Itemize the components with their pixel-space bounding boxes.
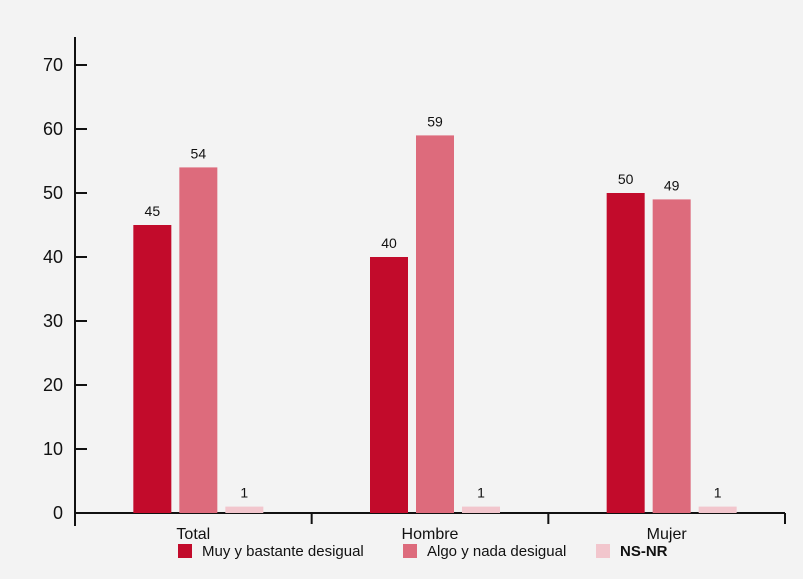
data-label: 1	[477, 485, 485, 501]
legend-item: Muy y bastante desigual	[178, 543, 364, 560]
y-tick-label: 50	[43, 183, 63, 203]
data-label: 59	[427, 113, 443, 129]
bar	[698, 506, 737, 513]
labels-group: 45 54 1 Total 40 59 1 Hombre 50 49 1 Mujer	[145, 113, 722, 543]
y-tick-label: 20	[43, 375, 63, 395]
category-label: Hombre	[402, 526, 459, 543]
y-tick-label: 30	[43, 311, 63, 331]
bar	[606, 193, 645, 513]
data-label: 54	[191, 145, 207, 161]
bar	[225, 506, 264, 513]
legend-label: Algo y nada desigual	[427, 543, 566, 560]
data-label: 49	[664, 177, 680, 193]
data-label: 1	[714, 485, 722, 501]
bars-group	[133, 135, 737, 513]
data-label: 45	[145, 203, 161, 219]
bar	[652, 199, 691, 513]
bar	[133, 225, 172, 513]
bar	[370, 257, 408, 513]
legend: Muy y bastante desigual Algo y nada desig…	[178, 543, 668, 560]
legend-swatch	[596, 544, 610, 558]
bar	[462, 506, 500, 513]
legend-item: NS-NR	[596, 543, 668, 560]
data-label: 40	[381, 235, 397, 251]
legend-label: Muy y bastante desigual	[202, 543, 364, 560]
bar	[179, 167, 218, 513]
y-tick-label: 10	[43, 439, 63, 459]
bar	[416, 135, 454, 513]
legend-swatch	[178, 544, 192, 558]
y-tick-label: 70	[43, 55, 63, 75]
data-label: 50	[618, 171, 634, 187]
y-tick-label: 40	[43, 247, 63, 267]
category-label: Total	[176, 526, 210, 543]
legend-swatch	[403, 544, 417, 558]
data-label: 1	[240, 485, 248, 501]
legend-item: Algo y nada desigual	[403, 543, 566, 560]
y-tick-label: 0	[53, 503, 63, 523]
category-label: Mujer	[647, 526, 688, 543]
legend-label: NS-NR	[620, 543, 668, 560]
y-tick-label: 60	[43, 119, 63, 139]
